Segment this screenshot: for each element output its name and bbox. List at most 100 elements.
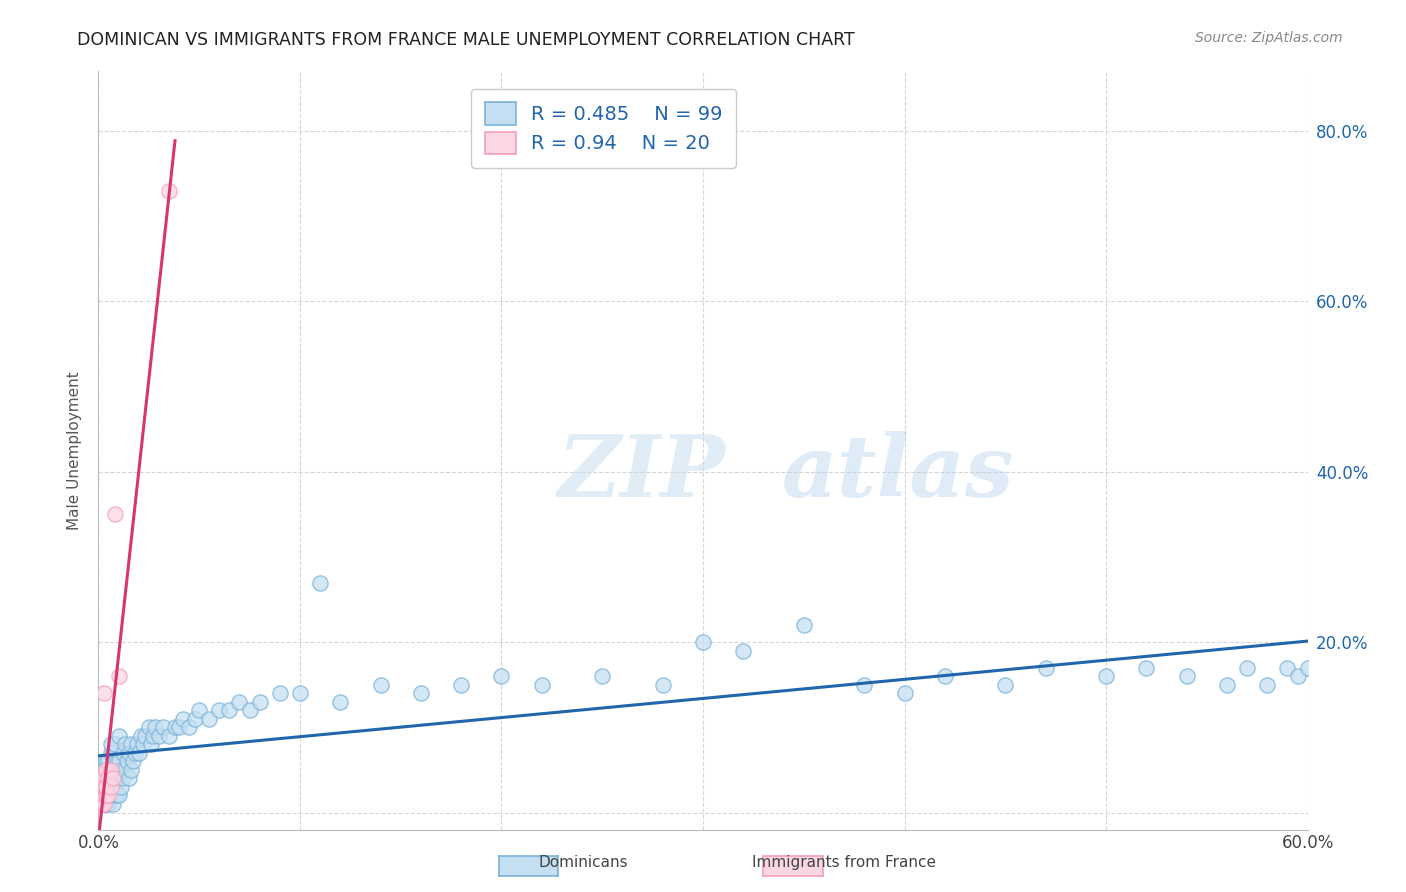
- Point: [100, 789, 122, 803]
- Point: [239, 703, 262, 717]
- Point: [143, 720, 166, 734]
- Point: [139, 737, 162, 751]
- Point: [692, 635, 714, 649]
- Point: [167, 720, 190, 734]
- Point: [91, 789, 114, 803]
- Point: [329, 695, 352, 709]
- Point: [107, 772, 129, 786]
- Point: [269, 686, 291, 700]
- Point: [1236, 661, 1258, 675]
- Point: [111, 772, 134, 786]
- Point: [110, 763, 132, 777]
- Point: [103, 772, 125, 786]
- Point: [101, 780, 124, 794]
- Point: [125, 737, 148, 751]
- Point: [93, 686, 115, 700]
- Point: [101, 763, 124, 777]
- Point: [105, 789, 128, 803]
- Point: [93, 780, 115, 794]
- Point: [103, 737, 125, 751]
- Point: [93, 797, 115, 811]
- Point: [152, 720, 174, 734]
- Point: [184, 712, 207, 726]
- Point: [121, 755, 143, 769]
- Text: Source: ZipAtlas.com: Source: ZipAtlas.com: [1195, 31, 1343, 45]
- Point: [103, 789, 125, 803]
- Point: [96, 797, 118, 811]
- Point: [93, 789, 115, 803]
- Point: [101, 772, 124, 786]
- Point: [198, 712, 221, 726]
- Text: DOMINICAN VS IMMIGRANTS FROM FRANCE MALE UNEMPLOYMENT CORRELATION CHART: DOMINICAN VS IMMIGRANTS FROM FRANCE MALE…: [77, 31, 855, 49]
- Point: [218, 703, 240, 717]
- Point: [1035, 661, 1057, 675]
- Point: [97, 789, 120, 803]
- Point: [120, 737, 142, 751]
- Y-axis label: Male Unemployment: Male Unemployment: [67, 371, 83, 530]
- Legend: R = 0.485    N = 99, R = 0.94    N = 20: R = 0.485 N = 99, R = 0.94 N = 20: [471, 88, 737, 168]
- Point: [491, 669, 513, 683]
- Point: [1286, 669, 1309, 683]
- Point: [1277, 661, 1299, 675]
- Point: [89, 780, 111, 794]
- Point: [89, 797, 111, 811]
- Point: [591, 669, 613, 683]
- Point: [97, 772, 120, 786]
- Point: [934, 669, 956, 683]
- Text: Dominicans: Dominicans: [538, 855, 628, 870]
- Point: [100, 737, 122, 751]
- Point: [1095, 669, 1118, 683]
- Point: [115, 755, 138, 769]
- Point: [530, 678, 553, 692]
- Point: [1216, 678, 1239, 692]
- Point: [100, 763, 122, 777]
- Point: [93, 797, 115, 811]
- Point: [101, 797, 124, 811]
- Text: ZIP: ZIP: [558, 432, 725, 515]
- Point: [97, 755, 120, 769]
- Point: [157, 184, 180, 198]
- Point: [96, 789, 118, 803]
- Point: [1135, 661, 1157, 675]
- Point: [105, 755, 128, 769]
- Point: [163, 720, 186, 734]
- Point: [107, 729, 129, 743]
- Point: [97, 797, 120, 811]
- Point: [157, 729, 180, 743]
- Point: [129, 729, 152, 743]
- Point: [1175, 669, 1198, 683]
- Point: [651, 678, 673, 692]
- Point: [118, 772, 141, 786]
- Text: Immigrants from France: Immigrants from France: [752, 855, 935, 870]
- Point: [208, 703, 231, 717]
- Point: [228, 695, 250, 709]
- Point: [107, 755, 129, 769]
- Point: [93, 763, 115, 777]
- Point: [118, 746, 141, 760]
- Point: [370, 678, 392, 692]
- Point: [124, 746, 146, 760]
- Point: [100, 763, 122, 777]
- Point: [96, 763, 118, 777]
- Point: [1256, 678, 1278, 692]
- Point: [120, 763, 142, 777]
- Point: [409, 686, 432, 700]
- Point: [132, 737, 155, 751]
- Point: [91, 772, 114, 786]
- Point: [96, 789, 118, 803]
- Point: [97, 789, 120, 803]
- Point: [96, 780, 118, 794]
- Point: [179, 720, 201, 734]
- Point: [105, 772, 128, 786]
- Point: [142, 729, 165, 743]
- Point: [793, 618, 815, 632]
- Point: [309, 575, 332, 590]
- Point: [107, 789, 129, 803]
- Point: [148, 729, 170, 743]
- Point: [733, 643, 755, 657]
- Point: [107, 669, 129, 683]
- Point: [128, 746, 150, 760]
- Point: [93, 780, 115, 794]
- Point: [100, 746, 122, 760]
- Point: [450, 678, 472, 692]
